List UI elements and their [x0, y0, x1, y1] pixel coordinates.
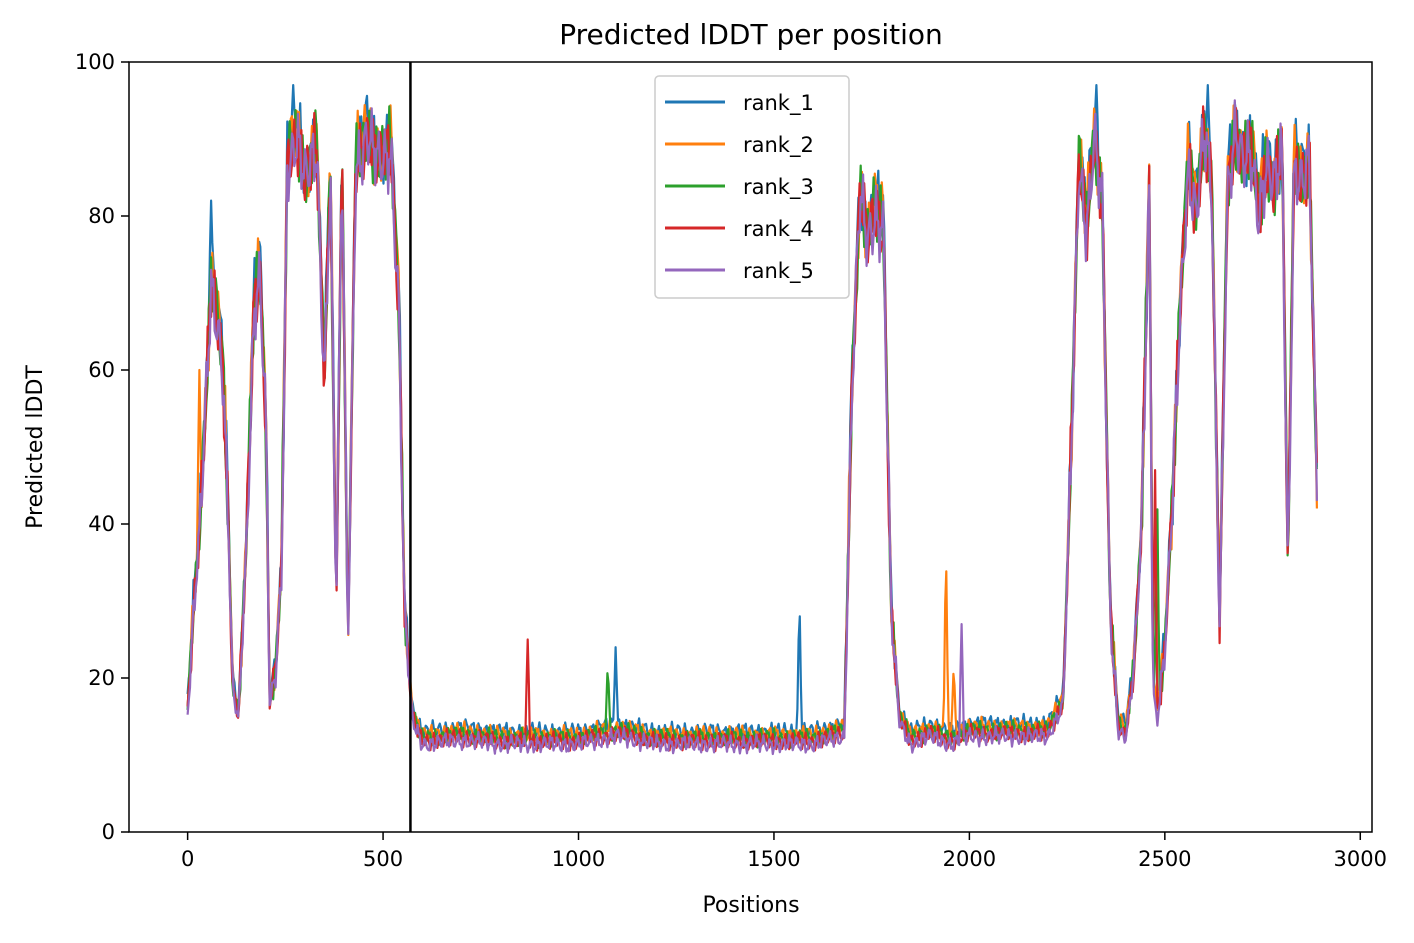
plot-area — [186, 62, 1318, 832]
y-tick-label: 0 — [102, 820, 115, 844]
x-axis-label: Positions — [702, 893, 799, 918]
legend: rank_1 rank_2 rank_3 rank_4 rank_5 — [654, 75, 850, 299]
x-tick-label: 1500 — [747, 847, 800, 871]
y-tick-label: 40 — [88, 512, 115, 536]
legend-box — [654, 75, 850, 299]
x-tick-label: 2000 — [943, 847, 996, 871]
legend-label-rank-4: rank_4 — [743, 217, 814, 242]
series-line-rank-5 — [186, 99, 1318, 756]
x-tick-label: 3000 — [1334, 847, 1387, 871]
legend-label-rank-5: rank_5 — [743, 259, 814, 284]
y-tick-label: 100 — [75, 50, 115, 74]
y-tick-label: 20 — [88, 666, 115, 690]
x-axis: 0 500 1000 1500 2000 2500 3000 — [181, 832, 1387, 871]
x-tick-label: 500 — [363, 847, 403, 871]
x-tick-label: 0 — [181, 847, 194, 871]
y-axis-label: Predicted lDDT — [23, 365, 48, 529]
y-tick-label: 80 — [88, 204, 115, 228]
legend-label-rank-2: rank_2 — [743, 133, 814, 158]
legend-label-rank-3: rank_3 — [743, 175, 814, 200]
x-tick-label: 1000 — [552, 847, 605, 871]
y-axis: 0 20 40 60 80 100 — [75, 50, 129, 844]
legend-label-rank-1: rank_1 — [743, 91, 814, 116]
chart-title: Predicted lDDT per position — [559, 18, 943, 51]
plot-frame — [128, 61, 1373, 833]
x-tick-label: 2500 — [1138, 847, 1191, 871]
y-tick-label: 60 — [88, 358, 115, 382]
